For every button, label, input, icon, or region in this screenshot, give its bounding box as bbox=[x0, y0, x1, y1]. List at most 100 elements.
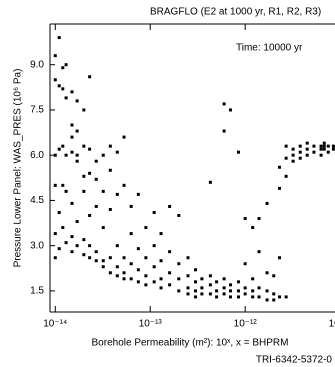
scatter-point bbox=[322, 144, 326, 148]
scatter-point bbox=[186, 292, 190, 296]
scatter-point bbox=[57, 247, 61, 251]
scatter-point bbox=[82, 189, 86, 193]
scatter-point bbox=[122, 183, 126, 187]
scatter-point bbox=[168, 204, 172, 208]
scatter-point bbox=[228, 283, 232, 287]
scatter-point bbox=[298, 150, 302, 154]
scatter-point bbox=[222, 129, 226, 133]
chart-title: BRAGFLO (E2 at 1000 yr, R1, R2, R3) bbox=[150, 7, 321, 18]
scatter-point bbox=[326, 150, 330, 154]
scatter-point bbox=[122, 271, 126, 275]
scatter-point bbox=[129, 277, 133, 281]
scatter-point bbox=[144, 274, 148, 278]
scatter-point bbox=[177, 213, 181, 217]
scatter-point bbox=[236, 289, 240, 293]
scatter-point bbox=[284, 295, 288, 299]
scatter-point bbox=[272, 298, 276, 302]
scatter-point bbox=[326, 144, 330, 148]
scatter-point bbox=[291, 159, 295, 163]
x-tick-label: 10⁻¹³ bbox=[139, 319, 163, 330]
scatter-point bbox=[88, 147, 92, 151]
scatter-point bbox=[284, 144, 288, 148]
scatter-point bbox=[152, 210, 156, 214]
scatter-point bbox=[53, 256, 57, 260]
scatter-point bbox=[168, 250, 172, 254]
scatter-point bbox=[278, 295, 282, 299]
scatter-point bbox=[331, 147, 335, 151]
scatter-point bbox=[57, 36, 61, 40]
scatter-point bbox=[64, 241, 68, 245]
scatter-point bbox=[177, 262, 181, 266]
scatter-point bbox=[236, 280, 240, 284]
scatter-point bbox=[208, 180, 212, 184]
scatter-point bbox=[243, 292, 247, 296]
scatter-point bbox=[101, 265, 105, 269]
scatter-point bbox=[257, 250, 261, 254]
scatter-point bbox=[64, 189, 68, 193]
scatter-point bbox=[177, 289, 181, 293]
scatter-point bbox=[70, 235, 74, 239]
scatter-point bbox=[136, 247, 140, 251]
scatter-point bbox=[70, 250, 74, 254]
scatter-point bbox=[82, 108, 86, 112]
scatter-point bbox=[70, 135, 74, 139]
y-tick-label: 3.0 bbox=[30, 240, 44, 251]
scatter-point bbox=[284, 174, 288, 178]
scatter-point bbox=[305, 153, 309, 157]
scatter-point bbox=[108, 168, 112, 172]
scatter-point bbox=[152, 244, 156, 248]
scatter-point bbox=[257, 286, 261, 290]
scatter-point bbox=[75, 159, 79, 163]
scatter-point bbox=[312, 144, 316, 148]
scatter-point bbox=[251, 226, 255, 230]
scatter-point bbox=[53, 183, 57, 187]
scatter-point bbox=[122, 256, 126, 260]
scatter-point bbox=[101, 226, 105, 230]
x-axis-label: Borehole Permeability (m²): 10ˣ, x = BHP… bbox=[92, 338, 289, 349]
scatter-point bbox=[305, 147, 309, 151]
scatter-point bbox=[200, 286, 204, 290]
scatter-point bbox=[115, 265, 119, 269]
scatter-point bbox=[75, 220, 79, 224]
scatter-point bbox=[272, 274, 276, 278]
scatter-point bbox=[61, 226, 65, 230]
scatter-point bbox=[298, 144, 302, 148]
scatter-point bbox=[129, 204, 133, 208]
scatter-point bbox=[265, 298, 269, 302]
scatter-point bbox=[53, 232, 57, 236]
scatter-point bbox=[322, 141, 326, 145]
scatter-point bbox=[94, 177, 98, 181]
scatter-point bbox=[115, 150, 119, 154]
scatter-point bbox=[194, 289, 198, 293]
scatter-point bbox=[64, 63, 68, 67]
scatter-point bbox=[82, 253, 86, 257]
scatter-point bbox=[291, 147, 295, 151]
y-tick-label: 9.0 bbox=[30, 59, 44, 70]
scatter-point bbox=[243, 286, 247, 290]
scatter-point bbox=[305, 141, 309, 145]
scatter-point bbox=[251, 295, 255, 299]
scatter-point bbox=[94, 250, 98, 254]
scatter-point bbox=[70, 150, 74, 154]
scatter-point bbox=[236, 150, 240, 154]
scatter-point bbox=[152, 280, 156, 284]
scatter-point bbox=[57, 84, 61, 88]
y-tick-label: 6.0 bbox=[30, 150, 44, 161]
figure-id: TRI-6342-5372-0 bbox=[256, 355, 333, 366]
scatter-point bbox=[159, 232, 163, 236]
scatter-point bbox=[61, 183, 65, 187]
scatter-point bbox=[215, 280, 219, 284]
scatter-point bbox=[168, 283, 172, 287]
scatter-point bbox=[75, 99, 79, 103]
scatter-point bbox=[82, 174, 86, 178]
scatter-point bbox=[129, 262, 133, 266]
scatter-point bbox=[257, 295, 261, 299]
scatter-point bbox=[75, 153, 79, 157]
scatter-point bbox=[159, 259, 163, 263]
scatter-point bbox=[61, 144, 65, 148]
x-tick-label: 10⁻¹⁴ bbox=[43, 319, 67, 330]
scatter-point bbox=[251, 289, 255, 293]
scatter-point bbox=[228, 108, 232, 112]
scatter-point bbox=[208, 283, 212, 287]
scatter-point bbox=[208, 274, 212, 278]
